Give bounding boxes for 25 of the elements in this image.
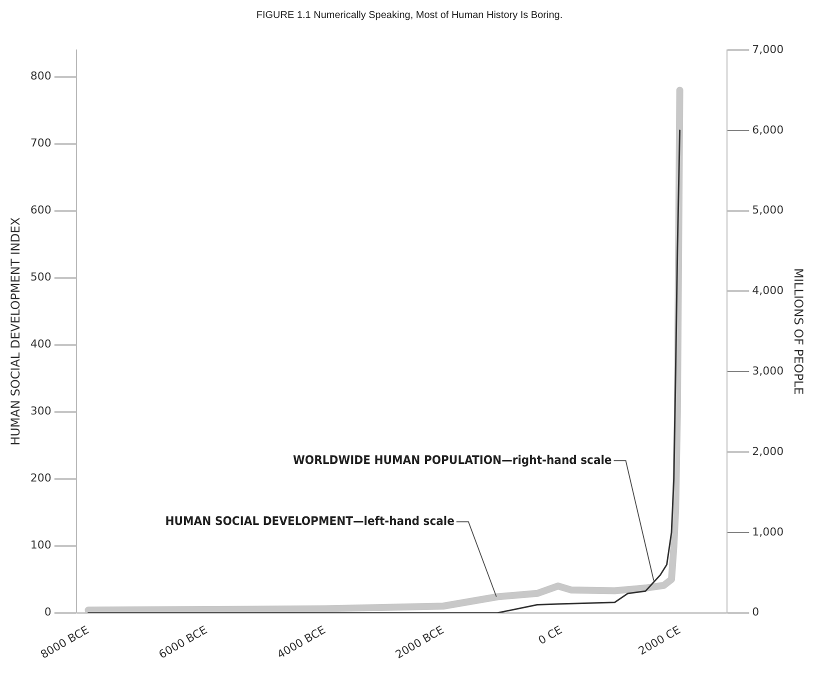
y-tick-label: 400 — [30, 338, 52, 351]
y2-tick-label: 3,000 — [752, 364, 784, 378]
annotation: WORLDWIDE HUMAN POPULATION—right-hand scale — [292, 452, 612, 467]
x-tick-label: 4000 BCE — [274, 623, 328, 662]
x-tick-label: 0 CE — [536, 623, 564, 648]
y-tick-label: 700 — [30, 136, 52, 150]
y-axis-title: HUMAN SOCIAL DEVELOPMENT INDEX — [8, 217, 22, 446]
y2-tick-label: 6,000 — [752, 123, 784, 136]
y-tick-label: 500 — [30, 270, 52, 284]
x-tick-label: 6000 BCE — [156, 623, 210, 662]
y-tick-label: 300 — [30, 404, 52, 418]
y2-tick-label: 1,000 — [752, 525, 784, 538]
annotation: HUMAN SOCIAL DEVELOPMENT—left-hand scale — [165, 514, 454, 528]
y-tick-label: 0 — [44, 606, 52, 619]
y2-tick-label: 7,000 — [752, 42, 784, 56]
y-tick-label: 800 — [30, 70, 52, 83]
y2-tick-label: 0 — [752, 606, 760, 619]
y-tick-label: 200 — [30, 472, 52, 485]
y2-tick-label: 4,000 — [752, 284, 784, 298]
chart-title: FIGURE 1.1 Numerically Speaking, Most of Human History Is Boring. — [255, 10, 564, 23]
y-tick-label: 600 — [30, 204, 52, 217]
y-tick-label: 100 — [30, 538, 52, 552]
y2-tick-label: 5,000 — [752, 204, 784, 217]
y2-tick-label: 2,000 — [752, 444, 784, 458]
y2-axis-title: MILLIONS OF PEOPLE — [792, 268, 806, 395]
